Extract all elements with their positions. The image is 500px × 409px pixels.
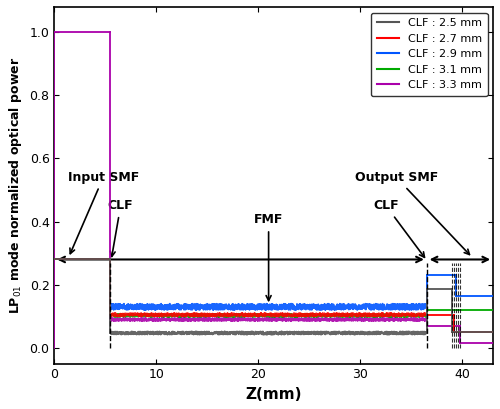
X-axis label: Z(mm): Z(mm) [246, 387, 302, 402]
Text: CLF: CLF [373, 199, 424, 257]
Text: Input SMF: Input SMF [68, 171, 139, 254]
Legend: CLF : 2.5 mm, CLF : 2.7 mm, CLF : 2.9 mm, CLF : 3.1 mm, CLF : 3.3 mm: CLF : 2.5 mm, CLF : 2.7 mm, CLF : 2.9 mm… [371, 13, 488, 96]
Y-axis label: LP$_{01}$ mode normalized optical power: LP$_{01}$ mode normalized optical power [7, 57, 24, 314]
Text: Output SMF: Output SMF [354, 171, 470, 254]
Text: CLF: CLF [108, 199, 134, 256]
Text: FMF: FMF [254, 213, 284, 301]
